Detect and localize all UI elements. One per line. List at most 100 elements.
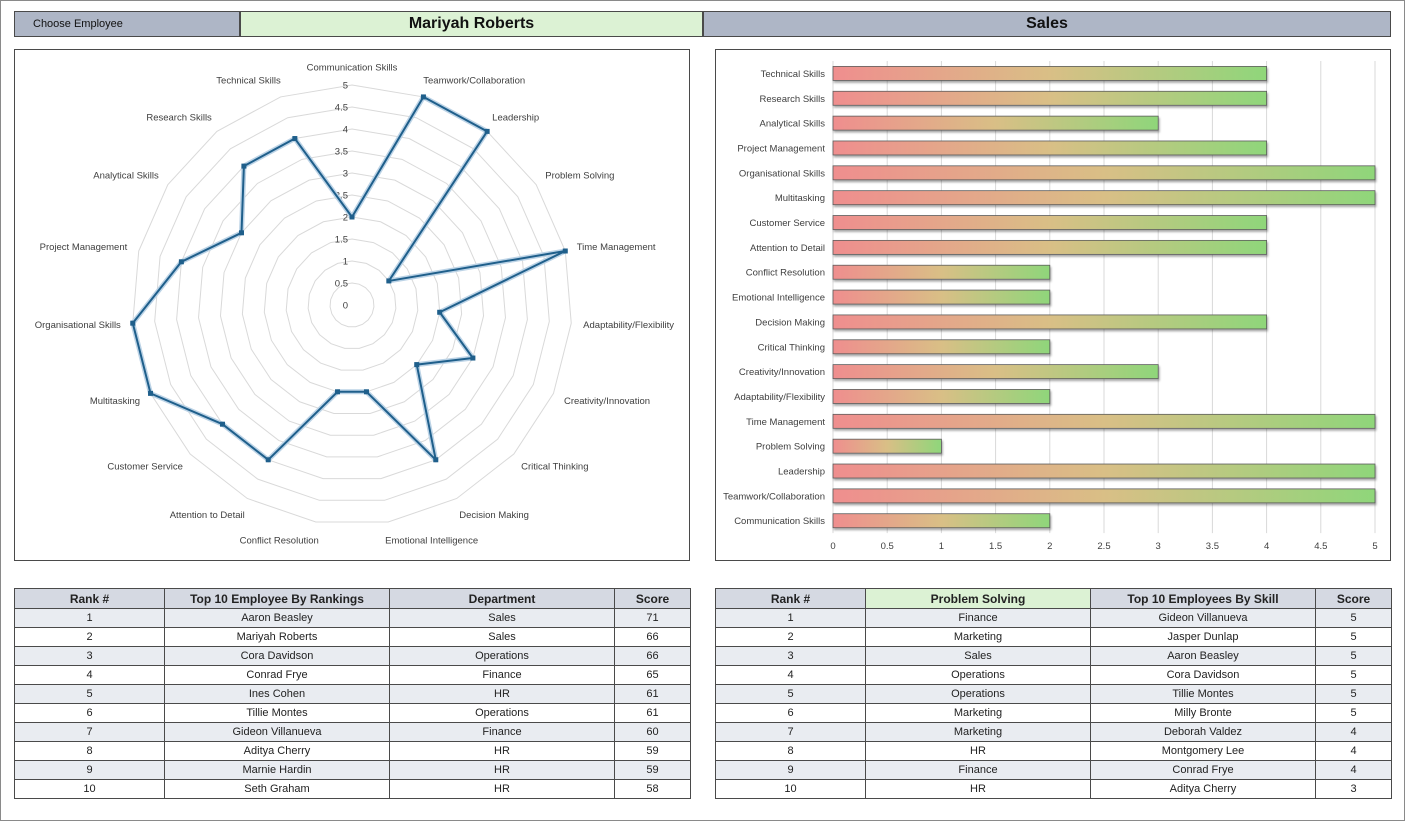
rank-cell: 5 (14, 684, 165, 704)
rank-cell: 7 (715, 722, 866, 742)
bar-axis-tick-label: 0 (830, 541, 835, 552)
bar-category-label: Organisational Skills (739, 168, 825, 179)
department-cell: Operations (389, 646, 615, 666)
radar-gridline (154, 106, 550, 501)
column-header-rank: Rank # (715, 588, 866, 609)
radar-point (420, 94, 426, 100)
bar-axis-tick-label: 3 (1156, 541, 1161, 552)
rank-cell: 1 (14, 608, 165, 628)
radar-point (433, 457, 439, 463)
radar-tick-label: 3.5 (335, 147, 348, 158)
employee-cell: Gideon Villanueva (1090, 608, 1316, 628)
bar-category-label: Emotional Intelligence (732, 293, 825, 304)
radar-category-label: Critical Thinking (521, 462, 588, 473)
bar-axis-tick-label: 4.5 (1314, 541, 1327, 552)
radar-tick-label: 1 (343, 257, 348, 268)
table-row: 3 Sales Aaron Beasley 5 (715, 646, 1392, 666)
radar-category-label: Emotional Intelligence (385, 535, 478, 546)
table-row: 10 Seth Graham HR 58 (14, 779, 691, 799)
table-row: 7 Gideon Villanueva Finance 60 (14, 722, 691, 742)
rank-cell: 6 (715, 703, 866, 723)
bar (832, 90, 1268, 106)
score-cell: 5 (1315, 646, 1392, 666)
employee-selector[interactable]: Mariyah Roberts (240, 11, 703, 37)
bar (832, 364, 1159, 380)
radar-point (220, 421, 226, 427)
bar-category-label: Creativity/Innovation (739, 367, 825, 378)
radar-tick-label: 1.5 (335, 235, 348, 246)
radar-tick-label: 5 (343, 81, 348, 92)
rank-cell: 4 (14, 665, 165, 685)
bar-category-label: Teamwork/Collaboration (723, 491, 825, 502)
bar-category-label: Technical Skills (761, 69, 826, 80)
department-cell: HR (865, 779, 1091, 799)
bar-axis-tick-label: 0.5 (881, 541, 894, 552)
department-cell: Marketing (865, 703, 1091, 723)
radar-series-line (131, 95, 567, 461)
radar-chart: 0 0.5 1 1.5 2 2.5 3 3.5 4 4.5 5 Communication Skill… (35, 63, 675, 547)
column-header-rank: Rank # (14, 588, 165, 609)
employee-cell: Marnie Hardin (164, 760, 390, 780)
score-cell: 61 (614, 703, 691, 723)
radar-category-label: Problem Solving (545, 170, 614, 181)
department-cell: Finance (865, 760, 1091, 780)
department-cell: Finance (389, 722, 615, 742)
radar-point (363, 389, 369, 395)
bar (832, 314, 1268, 330)
rank-cell: 3 (715, 646, 866, 666)
table-row: 4 Conrad Frye Finance 65 (14, 665, 691, 685)
department-cell: Operations (865, 684, 1091, 704)
bar (832, 165, 1376, 181)
employee-cell: Aditya Cherry (164, 741, 390, 761)
department-cell: HR (389, 741, 615, 761)
radar-point (292, 136, 298, 142)
table-row: 5 Ines Cohen HR 61 (14, 684, 691, 704)
radar-category-label: Creativity/Innovation (564, 396, 650, 407)
bar-category-label: Time Management (746, 417, 825, 428)
rank-cell: 9 (715, 760, 866, 780)
table-row: 5 Operations Tillie Montes 5 (715, 684, 1392, 704)
rank-cell: 8 (715, 741, 866, 761)
bar (832, 438, 942, 454)
score-cell: 58 (614, 779, 691, 799)
radar-tick-label: 4.5 (335, 103, 348, 114)
bar-axis-tick-label: 1 (939, 541, 944, 552)
radar-point (562, 248, 568, 254)
radar-category-label: Organisational Skills (35, 320, 121, 331)
radar-point (241, 163, 247, 169)
rank-cell: 2 (14, 627, 165, 647)
radar-category-label: Conflict Resolution (240, 535, 319, 546)
radar-point (414, 362, 420, 368)
radar-gridline (219, 172, 485, 436)
score-cell: 5 (1315, 703, 1392, 723)
bar-axis-tick-label: 2 (1047, 541, 1052, 552)
employee-cell: Aaron Beasley (1090, 646, 1316, 666)
score-cell: 65 (614, 665, 691, 685)
department-cell: HR (389, 779, 615, 799)
bar (832, 413, 1376, 429)
choose-employee-label: Choose Employee (14, 11, 240, 37)
radar-category-label: Teamwork/Collaboration (423, 75, 525, 86)
radar-gridline (241, 194, 463, 414)
radar-point (349, 214, 355, 220)
bar-category-label: Adaptability/Flexibility (734, 392, 825, 403)
radar-gridline (198, 150, 506, 458)
bar-category-label: Research Skills (760, 94, 826, 105)
radar-tick-label: 2.5 (335, 191, 348, 202)
department-cell: Finance (389, 665, 615, 685)
employee-cell: Deborah Valdez (1090, 722, 1316, 742)
department-cell: Operations (865, 665, 1091, 685)
employee-cell: Cora Davidson (1090, 665, 1316, 685)
skill-selector[interactable]: Problem Solving (865, 588, 1091, 609)
radar-category-label: Research Skills (146, 113, 212, 124)
radar-point (335, 389, 341, 395)
radar-tick-label: 0.5 (335, 279, 348, 290)
bar-chart-panel: 0 0.5 1 1.5 2 2.5 3 3.5 4 4.5 5 Technical Skills Res… (715, 49, 1391, 561)
table-row: 10 HR Aditya Cherry 3 (715, 779, 1392, 799)
department-cell: HR (865, 741, 1091, 761)
score-cell: 5 (1315, 608, 1392, 628)
rank-cell: 10 (14, 779, 165, 799)
rank-cell: 2 (715, 627, 866, 647)
rank-cell: 5 (715, 684, 866, 704)
table-row: 1 Finance Gideon Villanueva 5 (715, 608, 1392, 628)
